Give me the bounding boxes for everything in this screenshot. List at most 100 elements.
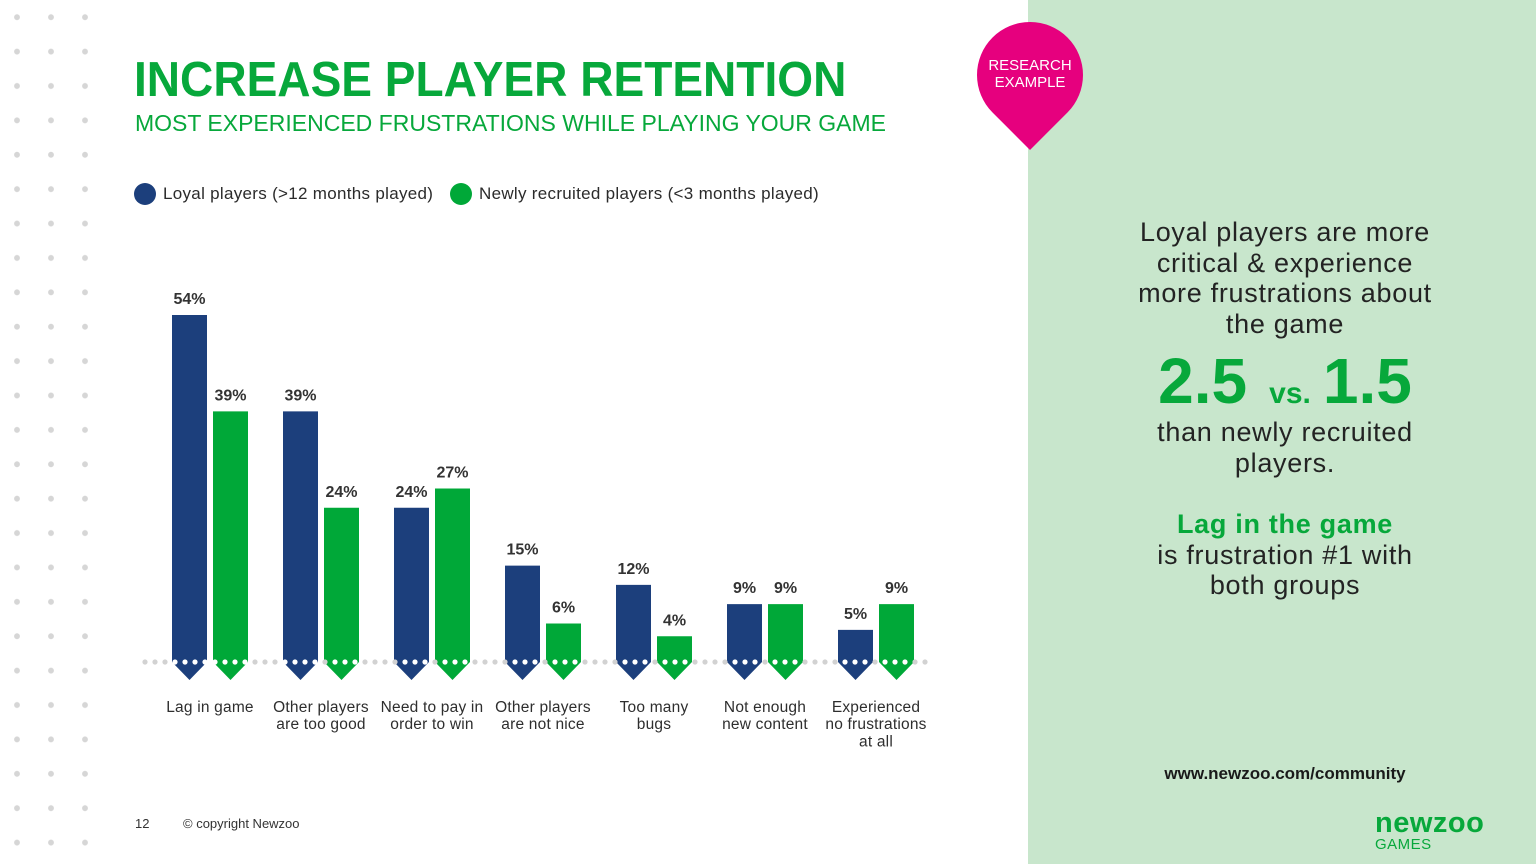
value-label-newly-recruited-2: 24% [325, 484, 357, 501]
dot-grid-decoration [0, 0, 102, 864]
research-example-badge: RESEARCH EXAMPLE [977, 57, 1083, 91]
baseline-dot [522, 659, 528, 665]
category-label-line: Other players [495, 699, 591, 716]
value-label-loyal-4: 15% [506, 542, 538, 559]
bar-newly-recruited-2 [324, 507, 359, 680]
bar-loyal-7 [838, 629, 873, 680]
legend-item-loyal: Loyal players (>12 months played) [134, 182, 433, 206]
value-label-newly-recruited-7: 9% [885, 580, 908, 597]
bar-loyal-2 [283, 411, 318, 680]
baseline-dot [382, 659, 388, 665]
value-label-loyal-5: 12% [617, 561, 649, 578]
bar-loyal-5 [616, 584, 651, 680]
category-label-3: Need to pay in order to win [381, 699, 484, 733]
insight-outro: than newly recruited players. [1035, 417, 1535, 478]
category-label-line: bugs [637, 716, 671, 733]
bar-newly-recruited-1 [213, 411, 248, 680]
baseline-dot [242, 659, 248, 665]
insight-intro-line: more frustrations about [1138, 278, 1432, 309]
category-label-6: Not enough new content [722, 699, 808, 733]
newzoo-logo-subtitle: GAMES [1375, 836, 1432, 853]
category-label-line: Need to pay in [381, 699, 484, 716]
category-label-line: Too many [620, 699, 689, 716]
baseline-dot [142, 659, 148, 665]
baseline-dot [252, 659, 258, 665]
baseline-dot [302, 659, 308, 665]
value-label-loyal-1: 54% [173, 291, 205, 308]
baseline-dot [422, 659, 428, 665]
bar-loyal-3 [394, 507, 429, 680]
baseline-dots [142, 659, 928, 665]
frustrations-bar-chart: 54% 39% 39% 24% 24% 27% 15% 6% 12% 4% 9% 9% 5% 9% Lag … [142, 291, 928, 750]
baseline-dot [452, 659, 458, 665]
insight-outro-line: players. [1234, 447, 1336, 478]
category-label-line: are too good [276, 716, 365, 733]
insight-intro: Loyal players are more critical & experi… [1035, 217, 1535, 340]
baseline-dot [622, 659, 628, 665]
baseline-dot [482, 659, 488, 665]
bar-newly-recruited-4 [546, 623, 581, 680]
baseline-dot [802, 659, 808, 665]
baseline-dot [362, 659, 368, 665]
baseline-dot [322, 659, 328, 665]
baseline-dot [732, 659, 738, 665]
bar-newly-recruited-5 [657, 636, 692, 680]
baseline-dot [892, 659, 898, 665]
category-label-4: Other players are not nice [495, 699, 591, 733]
copyright-notice: © copyright Newzoo [183, 816, 300, 831]
baseline-dot [542, 659, 548, 665]
community-link[interactable]: www.newzoo.com/community [1164, 764, 1406, 783]
baseline-dot [412, 659, 418, 665]
category-label-1: Lag in game [166, 699, 254, 716]
slide-title: INCREASE PLAYER RETENTION [134, 53, 847, 107]
baseline-dot [502, 659, 508, 665]
bar-loyal-1 [172, 315, 207, 680]
bar-loyal-6 [727, 604, 762, 680]
baseline-dot [562, 659, 568, 665]
value-label-newly-recruited-6: 9% [774, 580, 797, 597]
value-label-newly-recruited-4: 6% [552, 599, 575, 616]
value-label-newly-recruited-1: 39% [214, 387, 246, 404]
baseline-dot [432, 659, 438, 665]
bar-newly-recruited-7 [879, 604, 914, 680]
baseline-dot [462, 659, 468, 665]
baseline-dot [752, 659, 758, 665]
category-label-line: order to win [390, 716, 473, 733]
value-label-newly-recruited-3: 27% [436, 465, 468, 482]
insight-intro-line: Loyal players are more [1139, 217, 1431, 247]
baseline-dot [342, 659, 348, 665]
baseline-dot [152, 659, 158, 665]
insight-conclusion-line: both groups [1209, 570, 1361, 601]
stat-new-value: 1.5 [1322, 345, 1412, 417]
baseline-dot [292, 659, 298, 665]
baseline-dot [902, 659, 908, 665]
baseline-dot [312, 659, 318, 665]
baseline-dot [492, 659, 498, 665]
value-label-loyal-6: 9% [733, 580, 756, 597]
insight-panel: Loyal players are more critical & experi… [1028, 0, 1536, 864]
category-label-line: Experienced [832, 699, 920, 716]
baseline-dot [742, 659, 748, 665]
baseline-dot [662, 659, 668, 665]
stat-vs: vs. [1269, 377, 1311, 410]
baseline-dot [582, 659, 588, 665]
legend-label-new: Newly recruited players (<3 months playe… [479, 184, 819, 203]
value-label-loyal-3: 24% [395, 484, 427, 501]
baseline-dot [232, 659, 238, 665]
baseline-dot [922, 659, 928, 665]
legend-swatch-loyal [134, 183, 156, 205]
insight-intro-line: the game [1225, 309, 1345, 340]
badge-line: RESEARCH [988, 57, 1072, 74]
baseline-dot [782, 659, 788, 665]
category-label-line: Lag in game [166, 699, 254, 716]
baseline-dot [212, 659, 218, 665]
value-labels: 54% 39% 39% 24% 24% 27% 15% 6% 12% 4% 9% 9% 5% 9% [173, 291, 908, 629]
insight-outro-line: than newly recruited [1157, 417, 1413, 447]
baseline-dot [642, 659, 648, 665]
baseline-dot [332, 659, 338, 665]
value-label-loyal-2: 39% [284, 387, 316, 404]
baseline-dot [852, 659, 858, 665]
baseline-dot [832, 659, 838, 665]
baseline-dot [222, 659, 228, 665]
baseline-dot [202, 659, 208, 665]
